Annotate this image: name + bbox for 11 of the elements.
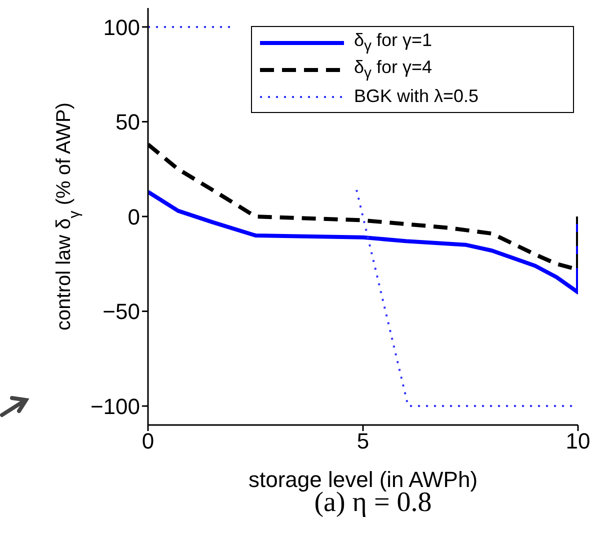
legend-label: δ$_{γ}$ for γ=1 bbox=[354, 30, 432, 55]
x-tick-label: 5 bbox=[356, 428, 370, 454]
x-tick-label: 10 bbox=[566, 428, 590, 454]
legend-label: BGK with λ=0.5 bbox=[354, 86, 479, 107]
y-tick-label: 100 bbox=[103, 14, 140, 40]
legend-label: δ$_{γ}$ for γ=4 bbox=[354, 57, 432, 82]
y-tick-label: 50 bbox=[116, 110, 140, 135]
y-tick-label: 0 bbox=[128, 204, 140, 230]
y-tick-label: −100 bbox=[90, 394, 140, 419]
y-tick-label: −50 bbox=[102, 299, 140, 324]
line-series bbox=[148, 190, 578, 294]
